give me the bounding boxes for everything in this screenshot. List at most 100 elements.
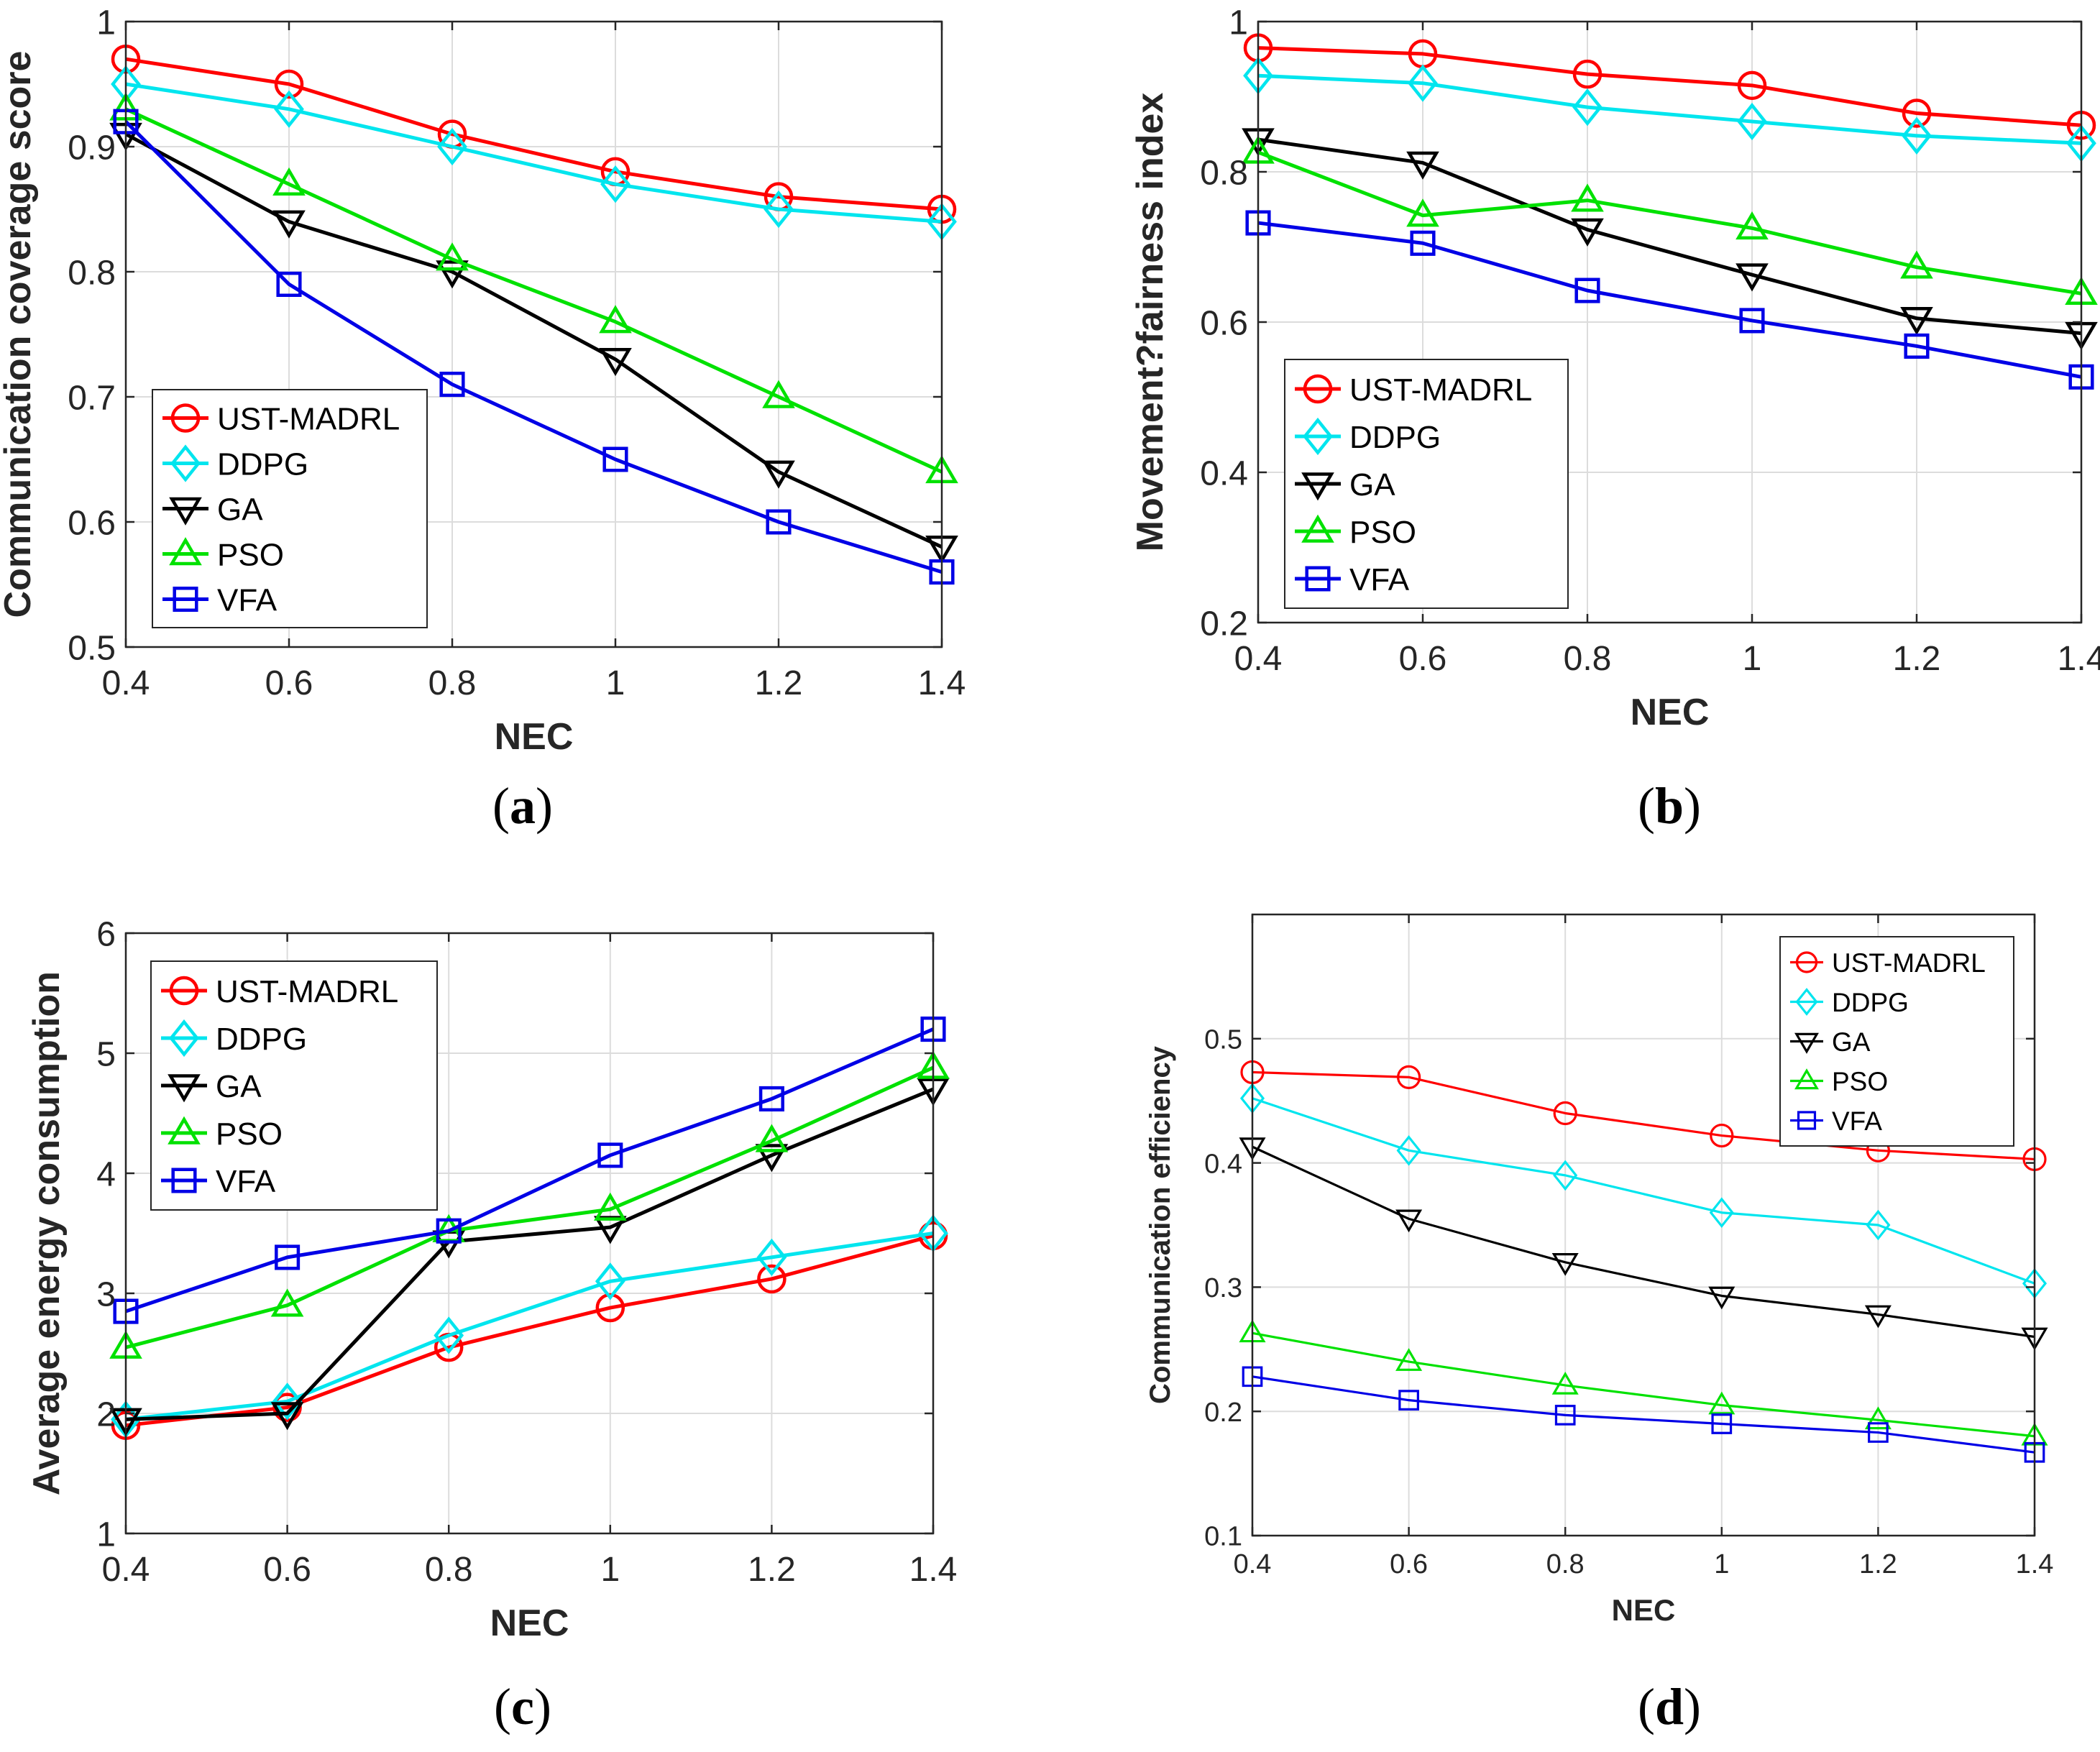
series-ust-madrl xyxy=(111,44,957,224)
caption-letter: b xyxy=(1655,777,1684,835)
legend-marker xyxy=(171,1168,197,1193)
legend-item-ddpg: DDPG xyxy=(1790,988,1909,1017)
legend-item-vfa: VFA xyxy=(1295,562,1410,597)
legend-label: DDPG xyxy=(216,1022,307,1057)
x-tick-label: 1.4 xyxy=(2016,1549,2054,1579)
legend-label: VFA xyxy=(217,582,278,618)
y-tick-label: 0.5 xyxy=(1204,1024,1242,1055)
data-point xyxy=(599,305,632,334)
legend-item-ust-madrl: UST-MADRL xyxy=(1790,948,1986,978)
caption-letter: a xyxy=(510,777,536,835)
data-point xyxy=(436,242,469,271)
series-line xyxy=(1252,1070,2035,1161)
data-point xyxy=(113,1298,139,1324)
legend-marker xyxy=(1303,374,1333,404)
data-point xyxy=(1398,1390,1419,1411)
y-tick-label: 1 xyxy=(1229,4,1248,42)
data-point xyxy=(272,1382,303,1421)
caption-paren: ( xyxy=(492,777,510,835)
series-line xyxy=(125,82,943,224)
legend-label: GA xyxy=(217,492,263,527)
data-point xyxy=(439,372,465,398)
tick-marks xyxy=(124,20,943,648)
legend-item-ga: GA xyxy=(1790,1027,1871,1057)
legend-label: PSO xyxy=(216,1116,283,1152)
data-point xyxy=(1736,211,1769,240)
legend-marker xyxy=(169,976,199,1006)
legend-marker xyxy=(173,586,198,613)
legend-marker xyxy=(1797,1111,1817,1130)
tick-marks xyxy=(1257,20,2083,624)
legend-marker xyxy=(168,1074,201,1103)
legend: UST-MADRL DDPG GA PSO VFA xyxy=(150,960,438,1211)
data-point xyxy=(602,446,628,472)
series-pso xyxy=(1242,135,2098,306)
legend-label: DDPG xyxy=(1349,420,1441,455)
series-ga xyxy=(1242,128,2098,351)
data-point xyxy=(1553,1160,1578,1191)
series-line xyxy=(124,120,943,574)
data-point xyxy=(757,1264,787,1294)
legend-label: GA xyxy=(216,1069,262,1104)
data-point xyxy=(1572,88,1602,127)
panel-caption: (b) xyxy=(1638,777,1701,835)
data-point xyxy=(437,127,467,166)
y-tick-label: 4 xyxy=(96,1155,116,1193)
y-tick-label: 0.8 xyxy=(68,254,116,292)
legend-marker xyxy=(1795,988,1818,1016)
y-tick-label: 1 xyxy=(96,4,116,42)
legend-label: UST-MADRL xyxy=(1349,372,1532,408)
caption-paren: ) xyxy=(1684,1678,1701,1735)
data-point xyxy=(270,1402,304,1431)
x-tick-label: 0.4 xyxy=(1234,640,1283,678)
data-point xyxy=(1406,151,1439,180)
data-point xyxy=(2068,364,2094,390)
legend-marker xyxy=(169,497,202,526)
tick-marks xyxy=(1251,914,2036,1537)
data-point xyxy=(1395,1348,1423,1371)
x-tick-label: 1.4 xyxy=(918,664,966,702)
data-point xyxy=(595,1262,625,1301)
y-tick-label: 0.8 xyxy=(1200,154,1248,192)
x-axis-label: NEC xyxy=(1612,1593,1676,1627)
data-point xyxy=(1553,1101,1577,1126)
chart-panel-d: 0.4 0.6 0.8 1 1.2 1.4 0.1 0.2 0.3 0.4 0.5 NEC Commun… xyxy=(1145,913,2054,1735)
data-point xyxy=(1737,102,1767,141)
data-point xyxy=(1900,250,1933,279)
legend-marker xyxy=(1303,417,1333,456)
legend-marker xyxy=(170,444,201,482)
data-point xyxy=(756,1238,787,1277)
legend-item-vfa: VFA xyxy=(1790,1106,1882,1136)
legend: UST-MADRL DDPG GA PSO VFA xyxy=(1284,359,1569,609)
x-tick-label: 1.4 xyxy=(909,1551,958,1589)
legend-item-ust-madrl: UST-MADRL xyxy=(1295,372,1532,408)
data-point xyxy=(1245,210,1271,236)
x-tick-label: 1.4 xyxy=(2058,640,2100,678)
data-point xyxy=(270,1288,304,1317)
legend-item-ust-madrl: UST-MADRL xyxy=(161,974,398,1009)
y-tick-label: 2 xyxy=(96,1395,116,1434)
y-tick-label: 0.5 xyxy=(68,629,116,667)
data-point xyxy=(1410,230,1436,256)
x-tick-label: 1 xyxy=(600,1551,620,1589)
legend-label: VFA xyxy=(1832,1106,1882,1136)
legend-item-ga: GA xyxy=(162,492,263,527)
data-point xyxy=(1572,59,1602,89)
legend-marker xyxy=(1301,514,1334,543)
y-tick-label: 3 xyxy=(96,1275,116,1313)
data-point xyxy=(593,1192,627,1221)
legend-item-vfa: VFA xyxy=(162,582,278,618)
x-tick-label: 0.6 xyxy=(263,1551,311,1589)
x-tick-label: 0.6 xyxy=(1390,1549,1428,1579)
y-tick-label: 0.7 xyxy=(68,379,116,417)
data-point xyxy=(762,460,795,489)
series-line xyxy=(1257,221,2082,379)
data-point xyxy=(1904,333,1930,359)
panel-caption: (a) xyxy=(492,777,553,835)
x-axis-label: NEC xyxy=(490,1602,569,1644)
data-point xyxy=(436,260,469,289)
x-tick-label: 1.2 xyxy=(1859,1549,1897,1579)
data-point xyxy=(275,1244,301,1270)
legend-marker xyxy=(1794,1032,1819,1054)
